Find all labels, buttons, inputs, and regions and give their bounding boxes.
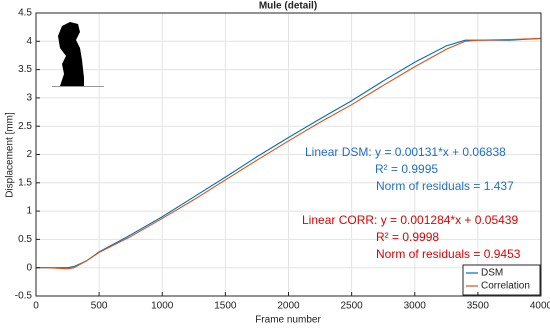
x-tick-label: 3500 xyxy=(467,301,490,312)
series-line xyxy=(36,37,542,269)
series-line xyxy=(36,37,542,270)
annotation: Linear DSM: y = 0.00131*x + 0.06838 xyxy=(305,145,506,159)
x-tick-label: 2000 xyxy=(277,301,300,312)
x-tick-label: 3000 xyxy=(404,301,427,312)
x-axis-label: Frame number xyxy=(255,315,321,326)
y-tick-label: 4 xyxy=(26,36,32,47)
x-tick-label: 500 xyxy=(91,301,108,312)
annotation: Norm of residuals = 1.437 xyxy=(376,179,514,193)
y-tick-label: 3 xyxy=(26,93,32,104)
annotation: Linear CORR: y = 0.001284*x + 0.05439 xyxy=(302,213,518,227)
legend-box xyxy=(462,264,541,296)
legend-label: DSM xyxy=(481,268,503,279)
y-tick-label: -0.5 xyxy=(15,291,33,302)
y-tick-label: 0 xyxy=(26,262,32,273)
x-tick-label: 4000 xyxy=(530,301,550,312)
y-tick-label: 2.5 xyxy=(18,121,32,132)
x-tick-label: 1500 xyxy=(214,301,237,312)
series-group xyxy=(36,37,542,270)
annotation: Norm of residuals = 0.9453 xyxy=(376,247,521,261)
y-tick-label: 1.5 xyxy=(18,177,32,188)
y-axis-label: Displacement [mm] xyxy=(5,112,16,198)
x-tick-label: 0 xyxy=(33,301,39,312)
x-tick-label: 1000 xyxy=(151,301,174,312)
annotation: R² = 0.9995 xyxy=(375,162,438,176)
y-tick-label: 1 xyxy=(26,206,32,217)
legend-label: Correlation xyxy=(481,281,530,292)
annotations: Linear DSM: y = 0.00131*x + 0.06838 R² = … xyxy=(302,145,521,261)
thumbnail-image xyxy=(58,22,84,86)
y-tick-label: 2 xyxy=(26,149,32,160)
y-tick-label: 3.5 xyxy=(18,64,32,75)
y-tick-label: 4.5 xyxy=(18,8,32,19)
annotation: R² = 0.9998 xyxy=(376,230,439,244)
y-tick-label: 0.5 xyxy=(18,234,32,245)
x-tick-label: 2500 xyxy=(341,301,364,312)
chart-title: Mule (detail) xyxy=(259,1,317,12)
